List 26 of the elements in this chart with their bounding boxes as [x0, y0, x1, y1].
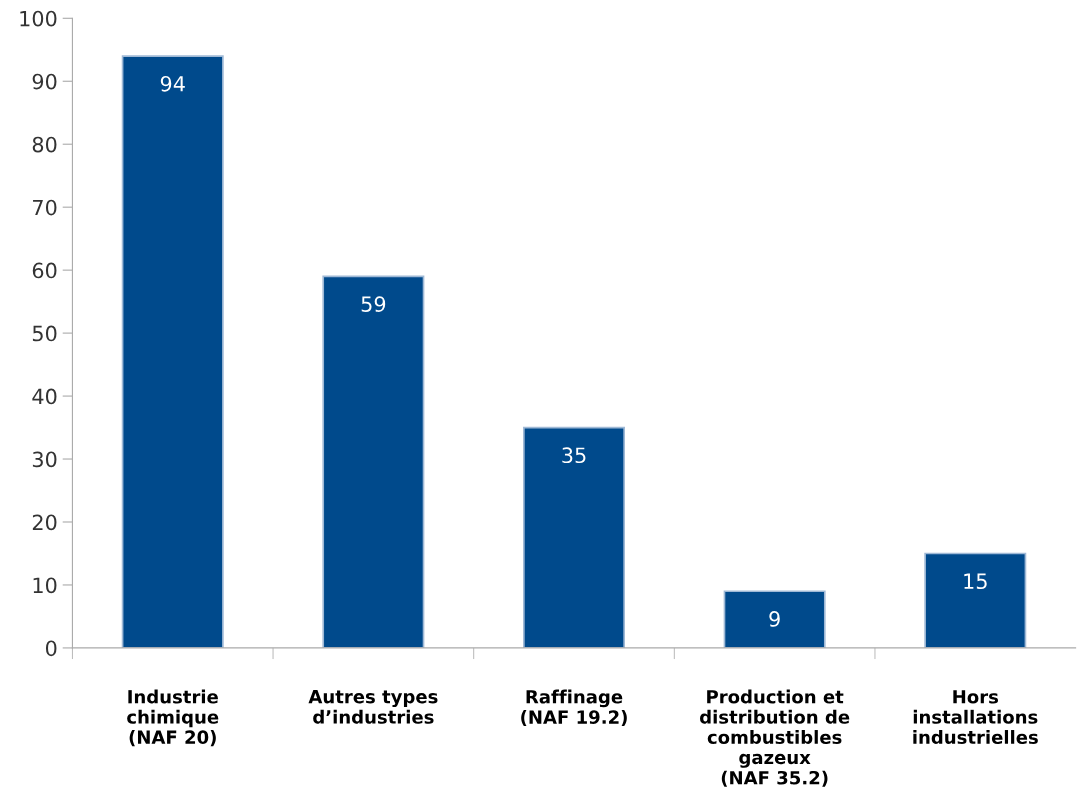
y-tick-label: 30 — [32, 451, 57, 468]
x-tick-label: Industrie chimique (NAF 20) — [127, 689, 219, 747]
y-tick-label: 20 — [32, 514, 57, 531]
y-tick-label: 40 — [32, 388, 57, 405]
bar — [523, 426, 626, 648]
data-label: 35 — [562, 447, 586, 464]
y-tick-label: 80 — [32, 136, 57, 153]
y-tick-label: 60 — [32, 262, 57, 279]
data-label: 94 — [160, 75, 185, 92]
y-tick-label: 90 — [32, 73, 57, 90]
bar — [723, 590, 826, 648]
data-label: 15 — [964, 573, 987, 590]
y-tick-label: 10 — [33, 577, 57, 594]
data-label: 9 — [769, 611, 780, 627]
x-tick-label: Production et distribution de combustibles gazeux (NAF 35.2) — [700, 689, 850, 787]
x-tick-label: Autres types d’industries — [308, 690, 438, 724]
y-tick-label: 100 — [20, 10, 57, 27]
y-tick-label: 70 — [33, 199, 57, 216]
bar — [121, 55, 224, 648]
y-tick-label: 0 — [45, 640, 57, 657]
bar — [322, 275, 425, 648]
data-label: 59 — [361, 296, 386, 313]
x-tick-label: Raffinage (NAF 19.2) — [521, 689, 627, 727]
y-tick-label: 50 — [32, 325, 57, 342]
bar — [924, 552, 1027, 648]
x-tick-label: Hors installations industrielles — [913, 690, 1038, 744]
